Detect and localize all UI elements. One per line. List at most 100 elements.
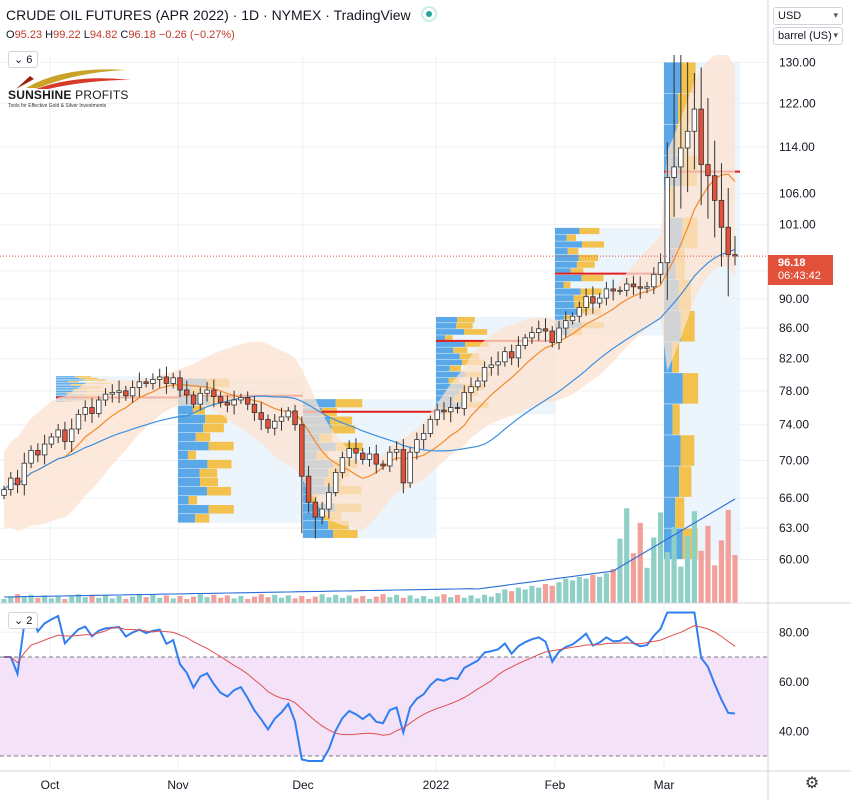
candle-body: [21, 462, 28, 486]
vp-row-yellow: [208, 505, 234, 514]
vp-row-blue: [664, 435, 681, 466]
indicators-toggle-button[interactable]: ⌄ 6: [8, 51, 39, 68]
ohlc-readout: O95.23 H99.22 L94.82 C96.18 −0.26 (−0.27…: [6, 29, 235, 41]
vp-row-blue: [56, 376, 76, 378]
candle-body: [109, 392, 115, 395]
candle-body: [190, 394, 197, 405]
price-tick-label: 122.00: [779, 96, 816, 110]
candle-body: [150, 379, 156, 384]
vp-row-yellow: [195, 514, 210, 523]
vp-row-yellow: [681, 62, 696, 93]
candle-body: [217, 396, 224, 403]
volume-bar: [285, 595, 291, 603]
candle-body: [278, 416, 285, 422]
volume-bar: [1, 599, 7, 603]
vp-row-blue: [56, 386, 83, 388]
volume-bar: [360, 596, 366, 603]
vp-row-blue: [664, 373, 683, 404]
candle-body: [292, 410, 298, 426]
moving-averages: [3, 173, 736, 490]
vp-row-yellow: [331, 425, 356, 434]
volume-bar: [102, 595, 109, 603]
vp-row-yellow: [199, 468, 218, 478]
candle-body: [305, 475, 312, 503]
market-status-icon[interactable]: [420, 6, 437, 22]
rsi-pane-toggle-button[interactable]: ⌄ 2: [8, 612, 39, 629]
candle-body: [542, 328, 549, 332]
vp-row-blue: [664, 497, 676, 528]
logo-tagline: Tools for Effective Gold & Silver Invest…: [8, 103, 107, 109]
volume-bar: [143, 597, 149, 603]
volume-bar: [21, 597, 27, 603]
vp-row-yellow: [449, 365, 462, 372]
volume-bar: [170, 598, 176, 603]
vp-row-yellow: [207, 459, 232, 469]
vp-row-blue: [178, 495, 189, 505]
volume-bar: [576, 576, 582, 603]
vp-row-yellow: [564, 315, 573, 322]
candle-body: [603, 288, 610, 299]
candle-body: [8, 477, 14, 490]
vp-row-yellow: [675, 497, 685, 528]
volume-bar: [224, 595, 230, 603]
time-axis-label: 2022: [423, 778, 450, 792]
volume-bar: [130, 596, 136, 603]
candle-body: [380, 463, 386, 467]
volume-bar: [272, 594, 278, 603]
currency-select[interactable]: USD ▾: [773, 7, 843, 25]
candle-body: [41, 443, 48, 456]
volume-bar: [495, 593, 501, 603]
volume-bar: [197, 594, 203, 603]
candle-body: [590, 296, 596, 304]
volume-bar: [190, 596, 197, 603]
volume-bar: [468, 595, 474, 603]
vp-row-yellow: [672, 342, 680, 373]
volume-bar: [136, 594, 142, 603]
time-axis-label: Mar: [654, 778, 675, 792]
candle-body: [258, 412, 264, 420]
vp-row-yellow: [682, 373, 699, 404]
vp-row-blue: [178, 477, 201, 487]
vp-row-yellow: [200, 477, 219, 487]
volume-bar: [414, 598, 420, 603]
volume-bar: [28, 594, 34, 603]
interval-label[interactable]: 1D: [241, 7, 260, 23]
candle-body: [184, 389, 190, 396]
candle-body: [96, 399, 102, 414]
vp-row-yellow: [576, 261, 595, 268]
rsi-tick-label: 40.00: [779, 724, 809, 738]
candle-body: [251, 403, 258, 414]
logo-brand: SUNSHINE PROFITS: [8, 88, 129, 102]
vp-row-yellow: [195, 432, 211, 442]
vp-row-blue: [555, 295, 574, 302]
vp-row-yellow: [203, 423, 224, 433]
vp-row-blue: [56, 381, 69, 383]
price-tick-label: 70.00: [779, 453, 809, 467]
symbol-title[interactable]: CRUDE OIL FUTURES (APR 2022): [6, 7, 229, 23]
price-tick-label: 74.00: [779, 418, 809, 432]
candle-body: [691, 108, 698, 132]
candle-body: [529, 332, 535, 339]
volume-bar: [617, 538, 623, 603]
volume-bar: [712, 565, 718, 603]
vp-row-blue: [56, 379, 84, 381]
volume-bar: [657, 512, 664, 603]
logo-swoosh-icon: [16, 69, 130, 89]
volume-bar: [48, 598, 54, 603]
volume-bar: [705, 525, 711, 603]
volume-bar: [184, 599, 190, 603]
candle-body: [393, 449, 400, 453]
volume-bar: [305, 599, 312, 603]
unit-select[interactable]: barrel (US) ▾: [773, 27, 843, 45]
volume-bar: [569, 580, 576, 603]
volume-bar: [718, 540, 725, 603]
vp-row-blue: [178, 432, 196, 442]
rsi-band: [0, 657, 768, 756]
candle-body: [495, 361, 501, 366]
gear-icon[interactable]: ⚙: [804, 775, 820, 792]
candle-body: [448, 407, 454, 413]
volume-bar: [373, 596, 379, 603]
vp-row-blue: [555, 248, 568, 255]
volume-bar: [75, 594, 82, 603]
